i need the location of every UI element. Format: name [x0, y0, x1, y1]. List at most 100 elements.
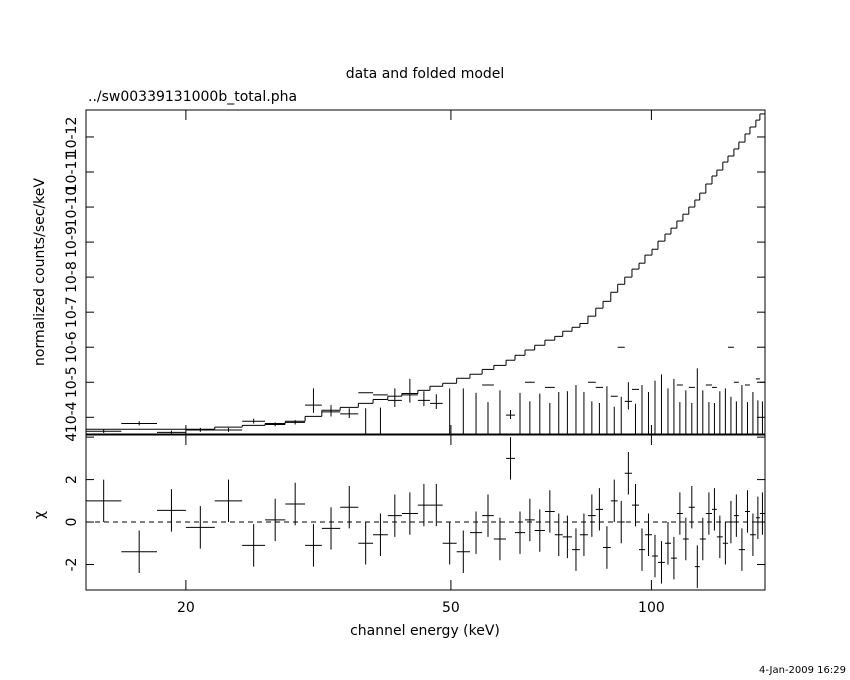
- data-point: [624, 451, 632, 495]
- data-point: [469, 511, 483, 554]
- data-point: [242, 418, 266, 424]
- y-tick-label: -2: [64, 558, 80, 572]
- data-point: [157, 489, 186, 532]
- data-point: [744, 490, 750, 533]
- data-point: [321, 507, 341, 550]
- y-tick-label: 2: [64, 475, 80, 484]
- y-tick-label: 10-10: [64, 187, 80, 228]
- y-tick-label: 10-4: [64, 401, 80, 433]
- data-point: [617, 346, 625, 435]
- data-point: [358, 392, 374, 435]
- data-point: [214, 427, 243, 432]
- data-point: [525, 498, 535, 542]
- data-point: [587, 494, 596, 537]
- data-point: [544, 386, 555, 435]
- data-point: [759, 492, 765, 535]
- data-point: [358, 522, 374, 565]
- data-point: [442, 522, 457, 565]
- data-point: [429, 394, 443, 410]
- data-point: [595, 386, 604, 435]
- data-point: [688, 485, 695, 529]
- y-tick-label: 10-6: [64, 331, 80, 363]
- data-point: [321, 405, 341, 417]
- y-axis-label: normalized counts/sec/keV: [32, 178, 48, 366]
- data-point: [242, 524, 266, 567]
- data-point: [572, 528, 580, 571]
- data-point: [699, 517, 706, 561]
- data-point: [603, 526, 611, 569]
- data-point: [579, 513, 588, 557]
- x-tick-label: 20: [177, 600, 195, 616]
- data-point: [744, 384, 750, 435]
- data-point: [305, 388, 322, 413]
- data-point: [705, 492, 712, 535]
- data-point: [716, 515, 723, 559]
- data-point: [157, 430, 186, 435]
- data-point: [387, 494, 402, 537]
- data-point: [493, 517, 507, 561]
- data-point: [738, 528, 745, 571]
- data-point: [749, 513, 756, 557]
- data-point: [185, 506, 215, 549]
- data-point: [694, 545, 700, 588]
- data-point: [86, 429, 122, 433]
- data-point: [644, 513, 652, 557]
- data-point: [755, 378, 760, 435]
- data-point: [651, 534, 658, 578]
- data-point: [682, 517, 689, 561]
- data-point: [506, 410, 515, 420]
- data-point: [664, 522, 671, 565]
- x-tick-label: 100: [638, 600, 665, 616]
- plot-frame: [85, 434, 766, 591]
- data-point: [340, 408, 359, 419]
- data-point: [631, 388, 639, 435]
- x-axis-label: channel energy (keV): [350, 623, 500, 639]
- data-point: [587, 381, 596, 435]
- data-point: [670, 536, 677, 580]
- y-tick-label: 10-7: [64, 296, 80, 328]
- data-point: [676, 384, 683, 435]
- data-point: [631, 483, 639, 527]
- data-point: [305, 524, 322, 567]
- data-point: [417, 391, 430, 407]
- data-point: [387, 388, 402, 408]
- data-point: [610, 395, 618, 435]
- data-point: [595, 488, 604, 531]
- data-point: [733, 381, 739, 435]
- data-point: [506, 437, 515, 480]
- data-point: [727, 500, 734, 544]
- data-point: [722, 522, 728, 565]
- data-point: [185, 427, 215, 432]
- y-tick-label: 10-11: [64, 152, 80, 193]
- y-tick-label: 0: [64, 518, 80, 527]
- data-point: [525, 381, 535, 435]
- data-point: [638, 528, 645, 571]
- data-point: [617, 500, 625, 544]
- data-point: [711, 488, 717, 531]
- data-point: [86, 479, 122, 523]
- data-point: [482, 384, 494, 435]
- data-point: [610, 479, 618, 523]
- y-tick-label: 4: [64, 433, 80, 442]
- data-point: [657, 541, 665, 584]
- data-point: [482, 494, 494, 537]
- data-point: [755, 496, 760, 540]
- y-tick-label: 10-12: [64, 117, 80, 158]
- data-point: [727, 346, 734, 435]
- data-point: [544, 490, 555, 533]
- data-point: [373, 394, 388, 435]
- data-point: [705, 384, 712, 435]
- x-tick-label: 50: [442, 600, 460, 616]
- data-point: [624, 382, 632, 410]
- data-point: [562, 515, 573, 559]
- data-point: [711, 386, 717, 435]
- data-point: [265, 498, 286, 542]
- y-tick-label: 10-5: [64, 366, 80, 398]
- data-point: [214, 479, 243, 523]
- chart-subtitle: ../sw00339131000b_total.pha: [88, 89, 297, 105]
- data-point: [429, 483, 443, 527]
- timestamp: 4-Jan-2009 16:29: [759, 665, 846, 676]
- data-point: [759, 381, 765, 435]
- data-point: [417, 483, 430, 527]
